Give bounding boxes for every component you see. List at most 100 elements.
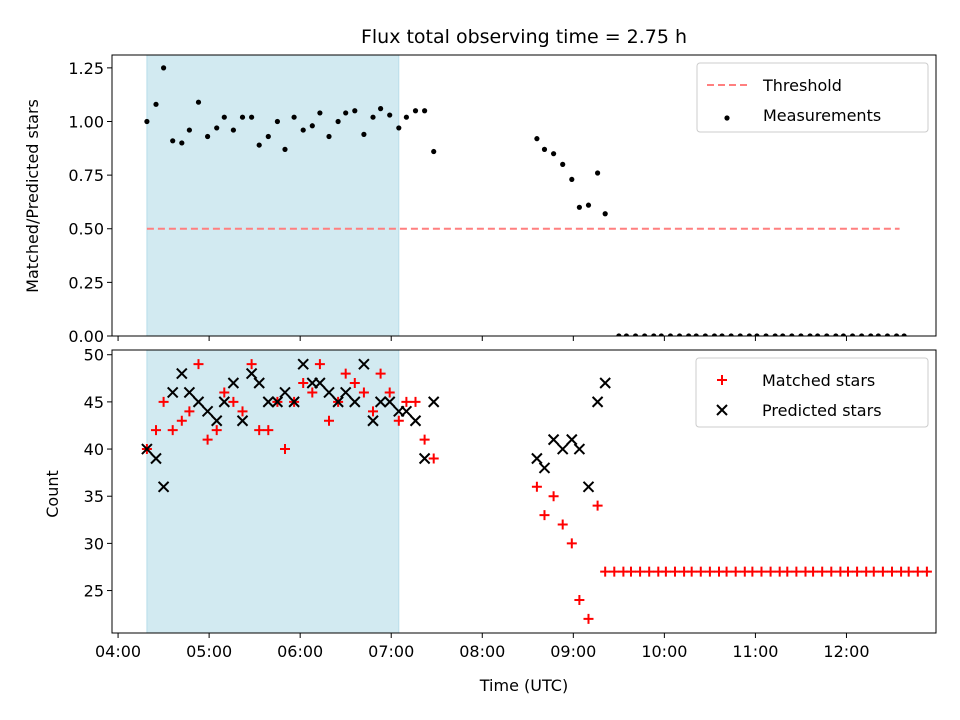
data-point xyxy=(557,519,568,530)
data-point xyxy=(625,566,636,577)
data-point xyxy=(721,566,732,577)
data-point xyxy=(422,108,428,114)
data-point xyxy=(573,443,586,455)
data-point xyxy=(585,202,592,208)
data-point xyxy=(151,425,162,436)
data-point xyxy=(314,377,326,389)
data-point xyxy=(566,433,578,446)
data-point xyxy=(868,333,874,336)
data-point xyxy=(201,405,214,418)
data-point xyxy=(343,110,349,116)
data-point xyxy=(236,415,249,427)
top-panel: 0.00 0.25 0.50 0.75 1.00 1.25 xyxy=(68,54,937,346)
data-point xyxy=(384,387,395,398)
data-point xyxy=(531,452,543,465)
data-point xyxy=(271,396,284,408)
chart-title: Flux total observing time = 2.75 h xyxy=(361,26,687,48)
data-point xyxy=(153,101,159,107)
data-point xyxy=(361,131,367,137)
data-point xyxy=(591,396,604,408)
axes-frame xyxy=(111,54,937,337)
data-point xyxy=(644,566,655,577)
data-point xyxy=(833,333,839,336)
data-point xyxy=(230,127,236,133)
data-point xyxy=(403,114,409,120)
data-point xyxy=(418,452,431,465)
data-point xyxy=(176,415,187,426)
data-point xyxy=(254,425,265,436)
data-point xyxy=(193,359,204,370)
data-point xyxy=(326,133,332,140)
legend-label: Matched stars xyxy=(762,371,875,390)
x-axis-label: Time (UTC) xyxy=(479,676,568,695)
data-point xyxy=(184,406,195,417)
data-point xyxy=(339,386,352,399)
data-point xyxy=(377,106,384,112)
data-point xyxy=(245,367,258,380)
data-point xyxy=(667,333,674,336)
data-point xyxy=(393,415,404,426)
data-point xyxy=(695,566,706,577)
y-tick-label: 30 xyxy=(84,534,104,553)
data-point xyxy=(192,396,205,408)
data-point xyxy=(623,333,630,336)
data-point xyxy=(412,108,419,114)
data-point xyxy=(886,566,897,577)
data-point xyxy=(807,333,813,336)
data-point xyxy=(167,425,178,436)
data-point xyxy=(324,415,335,426)
data-point xyxy=(218,396,231,408)
data-point xyxy=(349,378,360,389)
data-point xyxy=(842,566,853,577)
data-point xyxy=(763,333,769,336)
legend-label: Measurements xyxy=(763,106,881,125)
data-point xyxy=(747,566,758,577)
data-point xyxy=(737,333,743,336)
data-point xyxy=(211,425,222,436)
data-point xyxy=(815,333,821,336)
data-point xyxy=(824,333,830,336)
data-point xyxy=(349,396,361,408)
x-tick-label: 07:00 xyxy=(368,642,414,661)
data-point xyxy=(539,510,550,521)
data-point xyxy=(176,367,188,380)
x-tick-label: 09:00 xyxy=(550,642,596,661)
data-point xyxy=(419,434,430,445)
data-point xyxy=(246,359,257,370)
data-point xyxy=(756,566,767,577)
data-point xyxy=(141,443,153,455)
x-tick-label: 05:00 xyxy=(186,642,232,661)
data-point xyxy=(195,99,202,105)
data-point xyxy=(358,387,369,398)
series-measurements xyxy=(144,65,907,336)
data-point xyxy=(205,133,211,140)
data-point xyxy=(852,566,863,577)
data-point xyxy=(335,118,341,125)
x-tick-label: 11:00 xyxy=(732,642,778,661)
data-point xyxy=(300,127,306,133)
data-point xyxy=(227,377,240,389)
data-point xyxy=(431,148,437,155)
data-point xyxy=(428,453,439,464)
data-point xyxy=(632,333,639,336)
data-point xyxy=(237,406,248,417)
data-point xyxy=(765,566,776,577)
data-point xyxy=(574,594,585,605)
data-point xyxy=(592,500,603,511)
legend-symbol xyxy=(724,115,730,121)
data-point xyxy=(256,142,262,148)
data-point xyxy=(566,538,577,549)
data-point xyxy=(228,396,239,407)
data-point xyxy=(569,176,575,183)
data-point xyxy=(798,333,804,336)
data-point xyxy=(594,170,601,176)
data-point xyxy=(158,396,169,407)
legend-bottom: Matched stars Predicted stars xyxy=(695,357,929,428)
data-point xyxy=(400,405,413,418)
y-tick-label: 40 xyxy=(84,440,104,459)
data-point xyxy=(893,333,900,336)
y-tick-label: 0.25 xyxy=(68,273,104,292)
data-point xyxy=(410,396,421,407)
data-point xyxy=(170,138,176,144)
data-point xyxy=(314,359,325,370)
